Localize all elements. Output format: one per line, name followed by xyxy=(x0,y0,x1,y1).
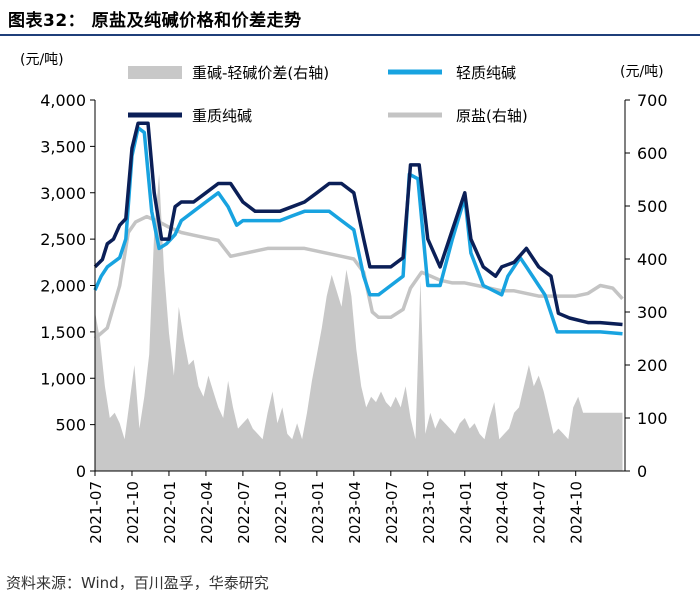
right-tick-label: 400 xyxy=(637,250,668,269)
legend-label-salt: 原盐(右轴) xyxy=(456,107,528,125)
chart-title: 图表32： 原盐及纯碱价格和价差走势 xyxy=(8,11,302,31)
source-note: 资料来源：Wind，百川盈孚，华泰研究 xyxy=(6,574,269,592)
legend-label-spread: 重碱-轻碱价差(右轴) xyxy=(192,64,329,82)
x-tick-label: 2024-04 xyxy=(494,481,512,544)
x-tick-label: 2023-04 xyxy=(346,481,364,544)
x-tick-label: 2024-01 xyxy=(457,481,475,544)
x-tick-label: 2021-07 xyxy=(87,481,105,544)
axes-layer: 0 500 1,000 1,500 2,000 2,500 3,000 3,500 4,000 0… xyxy=(40,91,667,544)
left-tick-label: 0 xyxy=(76,462,86,481)
left-tick-label: 3,000 xyxy=(40,184,86,203)
right-tick-label: 500 xyxy=(637,197,668,216)
chart-canvas: 0 500 1,000 1,500 2,000 2,500 3,000 3,500 4,000 0… xyxy=(20,52,668,544)
x-tick-label: 2023-07 xyxy=(383,481,401,544)
left-tick-label: 3,500 xyxy=(40,137,86,156)
right-tick-label: 300 xyxy=(637,303,668,322)
x-tick-label: 2023-01 xyxy=(309,481,327,544)
heavy-soda-line-layer xyxy=(93,121,623,327)
right-axis-unit: (元/吨) xyxy=(620,64,664,80)
left-tick-label: 500 xyxy=(55,416,86,435)
light-soda-line-layer xyxy=(93,126,623,336)
right-tick-label: 100 xyxy=(637,409,668,428)
right-tick-label: 0 xyxy=(637,462,647,481)
x-tick-label: 2021-10 xyxy=(124,481,142,544)
heavy-soda-line xyxy=(93,121,623,327)
x-tick-label: 2023-10 xyxy=(420,481,438,544)
right-tick-label: 600 xyxy=(637,144,668,163)
x-tick-label: 2022-07 xyxy=(235,481,253,544)
x-tick-label: 2022-01 xyxy=(161,481,179,544)
left-tick-label: 1,000 xyxy=(40,369,86,388)
right-tick-label: 200 xyxy=(637,356,668,375)
left-tick-label: 2,000 xyxy=(40,277,86,296)
spread-area xyxy=(95,174,623,471)
left-tick-label: 1,500 xyxy=(40,323,86,342)
legend: 重碱-轻碱价差(右轴) 轻质纯碱 重质纯碱 原盐(右轴) xyxy=(128,64,528,125)
spread-area-layer xyxy=(95,174,623,471)
right-tick-label: 700 xyxy=(637,91,668,110)
title-underline xyxy=(0,34,700,36)
x-tick-label: 2022-10 xyxy=(272,481,290,544)
legend-label-heavy: 重质纯碱 xyxy=(192,107,252,125)
left-tick-label: 2,500 xyxy=(40,230,86,249)
x-tick-label: 2022-04 xyxy=(198,481,216,544)
light-soda-line xyxy=(93,126,623,336)
left-tick-label: 4,000 xyxy=(40,91,86,110)
legend-label-light: 轻质纯碱 xyxy=(456,64,516,82)
legend-swatch-spread xyxy=(128,66,182,79)
x-tick-label: 2024-07 xyxy=(531,481,549,544)
x-tick-label: 2024-10 xyxy=(568,481,586,544)
left-axis-unit: (元/吨) xyxy=(20,52,64,68)
